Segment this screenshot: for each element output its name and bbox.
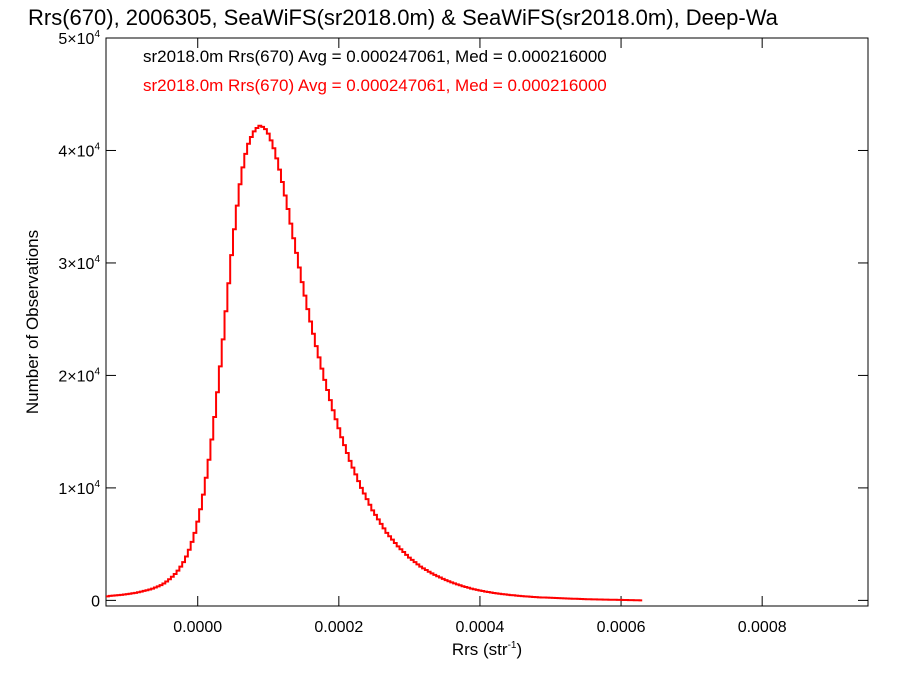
y-tick-label: 2×104 [58,366,100,385]
y-tick-label-exponent: 4 [94,254,100,265]
y-tick-label-base: 2×10 [58,368,94,385]
x-axis-label-main: Rrs (str [452,640,508,659]
y-tick-label: 4×104 [58,141,100,160]
annotation-red: sr2018.0m Rrs(670) Avg = 0.000247061, Me… [143,76,607,95]
x-axis-label-exponent: -1 [508,640,517,651]
y-tick-label-exponent: 4 [94,29,100,40]
x-tick-label: 0.0004 [455,619,504,636]
x-tick-label: 0.0002 [314,619,363,636]
y-tick-label-base: 1×10 [58,481,94,498]
y-tick-label: 3×104 [58,254,100,273]
x-axis-ticks: 0.0000 0.0002 0.0004 0.0006 0.0008 [173,38,787,636]
y-axis-label: Number of Observations [23,230,42,414]
y-tick-label-exponent: 4 [94,479,100,490]
x-axis-label-close: ) [516,640,522,659]
y-tick-label-exponent: 4 [94,366,100,377]
y-tick-label-base: 0 [91,593,100,610]
y-tick-label: 0 [91,593,100,610]
x-tick-label: 0.0008 [738,619,787,636]
y-tick-label-base: 3×10 [58,256,94,273]
y-tick-label-base: 5×10 [58,31,94,48]
annotation-black: sr2018.0m Rrs(670) Avg = 0.000247061, Me… [143,47,607,66]
chart-title: Rrs(670), 2006305, SeaWiFS(sr2018.0m) & … [28,5,779,30]
x-tick-label: 0.0006 [597,619,646,636]
plot-border [105,37,869,607]
y-tick-label: 1×104 [58,479,100,498]
histogram-series-line [106,124,643,602]
y-tick-label: 5×104 [58,29,100,48]
plot-frame [105,37,869,607]
x-axis-label: Rrs (str-1) [452,640,522,659]
x-tick-label: 0.0000 [173,619,222,636]
y-tick-label-exponent: 4 [94,141,100,152]
y-tick-label-base: 4×10 [58,143,94,160]
